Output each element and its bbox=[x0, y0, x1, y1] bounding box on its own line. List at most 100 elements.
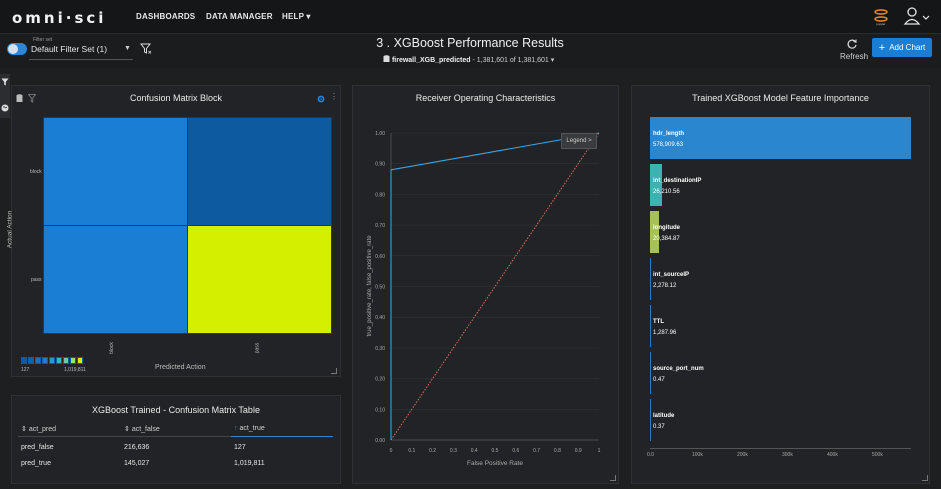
sort-icon: ⇕ bbox=[21, 426, 29, 433]
column-header-act-false[interactable]: ⇕ act_false bbox=[124, 425, 160, 433]
y-tick-label: 0.30 bbox=[375, 346, 385, 352]
feature-bar[interactable] bbox=[650, 352, 651, 394]
table-cell: pred_false bbox=[21, 444, 54, 451]
cm-cell-pass-pass[interactable] bbox=[187, 225, 332, 334]
gear-icon[interactable] bbox=[317, 95, 325, 103]
resize-handle[interactable] bbox=[331, 368, 337, 374]
table-cell: 127 bbox=[234, 444, 246, 451]
legend-button[interactable]: Legend > bbox=[561, 133, 597, 149]
add-chart-label: Add Chart bbox=[889, 43, 926, 52]
table-cell: 1,019,811 bbox=[234, 460, 265, 467]
sort-indicator bbox=[231, 436, 333, 437]
x-axis-label: Predicted Action bbox=[155, 364, 206, 371]
x-tick-label: 0.3 bbox=[450, 448, 457, 454]
table-cell: 145,027 bbox=[124, 460, 150, 467]
resize-handle[interactable] bbox=[922, 475, 928, 481]
cm-cell-pass-block[interactable] bbox=[43, 225, 188, 334]
x-tick-label: 0.4 bbox=[471, 448, 478, 454]
dashboard-header bbox=[0, 34, 941, 68]
y-tick-label: 0.50 bbox=[375, 285, 385, 291]
feature-name: longitude bbox=[653, 225, 680, 231]
table-cell: pred_true bbox=[21, 460, 51, 467]
panel-title[interactable]: Trained XGBoost Model Feature Importance bbox=[692, 93, 869, 103]
filter-icon[interactable] bbox=[1, 78, 9, 86]
filter-set-select[interactable]: Default Filter Set (1) bbox=[31, 44, 108, 54]
table-name: firewall_XGB_predicted bbox=[391, 57, 471, 64]
feature-bar[interactable] bbox=[650, 117, 911, 159]
table-cell: 216,636 bbox=[124, 444, 150, 451]
nav-help[interactable]: HELP ▾ bbox=[282, 12, 311, 21]
add-chart-button[interactable]: + Add Chart bbox=[872, 38, 932, 57]
feature-bar[interactable] bbox=[650, 258, 652, 300]
roc-chart[interactable]: 0.000.100.200.300.400.500.600.700.800.90… bbox=[352, 85, 619, 484]
nav-data-manager[interactable]: DATA MANAGER bbox=[206, 12, 273, 21]
x-tick-label: 1 bbox=[598, 448, 601, 454]
header-label: act_false bbox=[131, 426, 160, 433]
y-tick-label: 0.90 bbox=[375, 162, 385, 168]
legend-min: 127 bbox=[21, 367, 30, 373]
more-options-icon[interactable]: ⋮ bbox=[330, 92, 338, 101]
feature-value: 0.47 bbox=[653, 377, 665, 383]
omnisci-logo[interactable]: omni·sci bbox=[12, 9, 107, 27]
series-line-false-positive-rate bbox=[390, 132, 600, 441]
resize-handle[interactable] bbox=[610, 475, 616, 481]
chevron-down-icon[interactable]: ▼ bbox=[124, 45, 131, 52]
x-tick-label: 0.8 bbox=[554, 448, 561, 454]
x-tick-label: 300k bbox=[782, 452, 793, 458]
panel-title[interactable]: Confusion Matrix Block bbox=[129, 93, 223, 103]
database-icon[interactable] bbox=[16, 94, 23, 103]
filter-toggle[interactable] bbox=[7, 43, 27, 55]
legend-swatch bbox=[56, 357, 62, 364]
feature-bar[interactable] bbox=[650, 164, 662, 206]
sort-icon: ⇕ bbox=[124, 426, 132, 433]
col-label: block bbox=[108, 342, 115, 354]
feature-bar[interactable] bbox=[650, 211, 660, 253]
x-tick-label: 0.5 bbox=[492, 448, 499, 454]
cross-filter-icon[interactable] bbox=[28, 94, 37, 103]
feature-bar[interactable] bbox=[650, 305, 651, 347]
plus-icon: + bbox=[878, 41, 886, 54]
panel-title[interactable]: Receiver Operating Characteristics bbox=[415, 93, 556, 103]
legend-max: 1,019,811 bbox=[64, 367, 86, 373]
column-header-act-pred[interactable]: ⇕ act_pred bbox=[21, 425, 56, 433]
cm-cell-block-block[interactable] bbox=[43, 117, 188, 226]
row-count: 1,381,601 of 1,381,601 bbox=[476, 57, 549, 64]
x-tick-label: 0 bbox=[390, 448, 393, 454]
feature-name: int_sourceIP bbox=[653, 272, 690, 278]
table-header-row bbox=[18, 423, 333, 437]
dashboard-title[interactable]: 3 . XGBoost Performance Results bbox=[376, 36, 564, 50]
feature-name: int_destinationIP bbox=[653, 178, 702, 184]
legend-swatch bbox=[28, 357, 34, 364]
y-tick-label: 0.80 bbox=[375, 192, 385, 198]
jupyter-icon[interactable]: jupyter bbox=[873, 6, 889, 26]
cm-cell-block-pass[interactable] bbox=[187, 117, 332, 226]
data-source-selector[interactable]: firewall_XGB_predicted - 1,381,601 of 1,… bbox=[383, 55, 554, 64]
column-header-act-true[interactable]: ↑ act_true bbox=[234, 425, 265, 432]
panel-title[interactable]: XGBoost Trained - Confusion Matrix Table bbox=[92, 405, 260, 415]
legend-swatch bbox=[70, 357, 76, 364]
refresh-label[interactable]: Refresh bbox=[840, 52, 869, 61]
legend-swatch bbox=[77, 357, 83, 364]
y-tick-label: 0.00 bbox=[375, 438, 385, 444]
filter-set-caption: Filter set bbox=[33, 37, 53, 43]
filter-icon[interactable] bbox=[140, 43, 152, 55]
y-tick-label: 0.60 bbox=[375, 254, 385, 260]
roc-y-axis-label: true_positive_rate, false_positive_rate bbox=[367, 235, 373, 337]
header-label: act_true bbox=[239, 425, 265, 432]
feature-value: 2,278.12 bbox=[653, 283, 677, 289]
feature-name: hdr_length bbox=[653, 131, 684, 137]
y-tick-label: 0.40 bbox=[375, 315, 385, 321]
database-icon bbox=[383, 55, 390, 62]
series-line-true-positive-rate bbox=[390, 132, 600, 440]
top-nav-bar: omni·sci DASHBOARDS DATA MANAGER HELP ▾ … bbox=[0, 0, 941, 34]
sort-up-icon: ↑ bbox=[234, 425, 240, 432]
refresh-icon[interactable] bbox=[846, 38, 858, 50]
cm-table-panel: XGBoost Trained - Confusion Matrix Table bbox=[11, 395, 341, 484]
feature-bar[interactable] bbox=[650, 399, 651, 441]
x-axis bbox=[650, 448, 911, 449]
feature-value: 578,909.63 bbox=[653, 142, 684, 148]
y-tick-label: 1.00 bbox=[375, 131, 385, 137]
user-icon[interactable] bbox=[902, 6, 930, 26]
nav-dashboards[interactable]: DASHBOARDS bbox=[136, 12, 196, 21]
palette-icon[interactable] bbox=[1, 104, 9, 112]
